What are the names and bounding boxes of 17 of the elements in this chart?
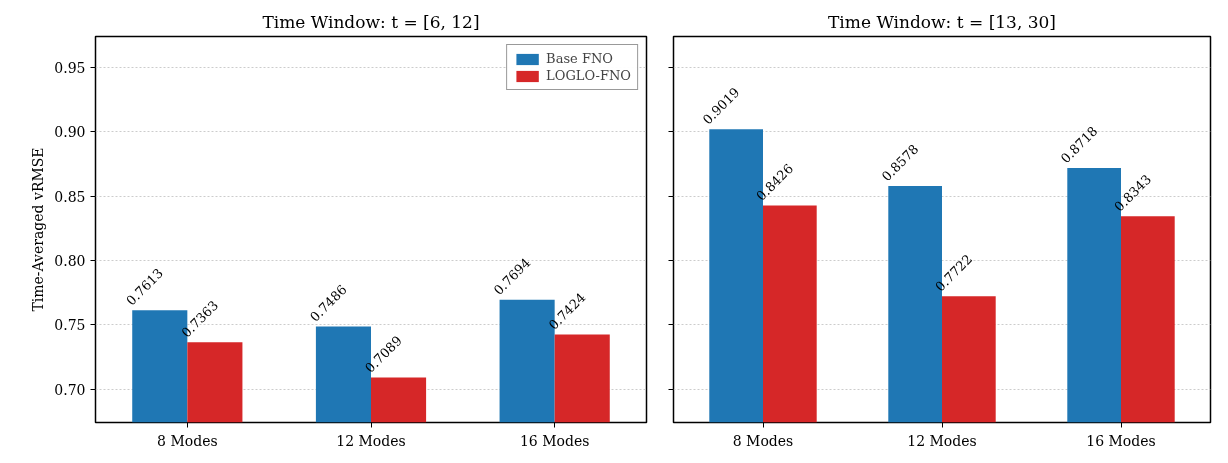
chart-title: Time Window: t = [6, 12] bbox=[262, 11, 480, 32]
y-tick-label: 0.90 bbox=[54, 124, 86, 141]
y-tick-label: 0.70 bbox=[54, 381, 86, 398]
x-tick-label: 8 Modes bbox=[732, 432, 794, 449]
legend-label: LOGLO-FNO bbox=[546, 68, 631, 83]
x-tick-label: 12 Modes bbox=[336, 432, 406, 449]
y-tick-label: 0.80 bbox=[54, 252, 86, 269]
y-tick-label: 0.85 bbox=[54, 188, 86, 205]
x-tick-label: 8 Modes bbox=[157, 432, 218, 449]
y-tick-label: 0.75 bbox=[54, 317, 86, 334]
x-tick-label: 16 Modes bbox=[519, 432, 590, 449]
y-axis-title: Time-Averaged vRMSE bbox=[30, 147, 47, 312]
x-tick-label: 12 Modes bbox=[907, 432, 977, 449]
chart-title: Time Window: t = [13, 30] bbox=[828, 11, 1056, 32]
y-tick-label: 0.95 bbox=[54, 59, 86, 76]
x-tick-label: 16 Modes bbox=[1086, 432, 1156, 449]
legend-label: Base FNO bbox=[546, 51, 613, 66]
